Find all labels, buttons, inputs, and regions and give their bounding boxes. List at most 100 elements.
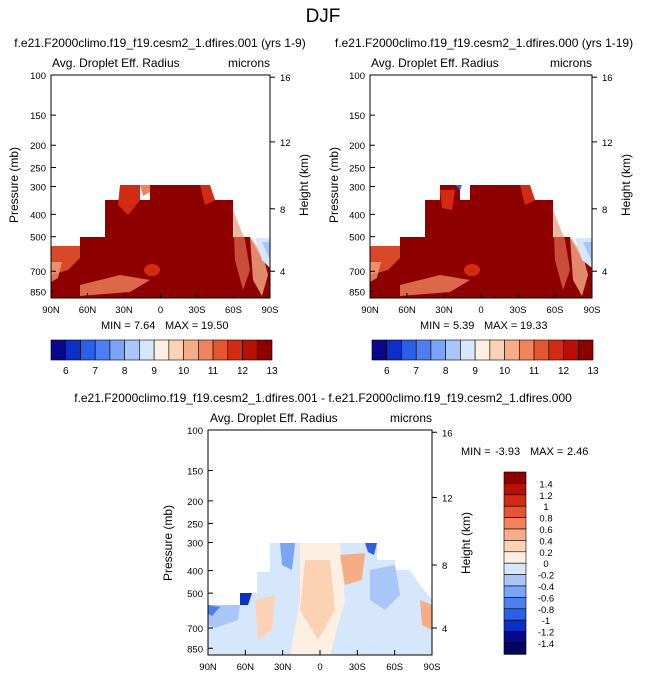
colorbar-swatch — [227, 339, 243, 361]
colorbar-swatch — [489, 339, 505, 361]
run-label-2: f.e21.F2000climo.f19_f19.cesm2_1.dfires.… — [335, 36, 633, 50]
colorbar-swatch — [50, 339, 67, 361]
units-label-1: microns — [228, 56, 270, 70]
colorbar-swatch — [109, 339, 125, 361]
height-tick-label: 4 — [602, 267, 607, 278]
y-tick-label: 500 — [187, 589, 203, 600]
ylabel-right-1: Height (km) — [297, 154, 311, 216]
y-tick-label: 250 — [187, 519, 203, 530]
colorbar-swatch — [183, 339, 199, 361]
y-tick-label: 100 — [187, 426, 203, 437]
colorbar-swatch — [445, 339, 461, 361]
field-cool-3b — [370, 565, 400, 610]
colorbar-label: 11 — [529, 366, 540, 377]
colorbar-label: 9 — [472, 366, 478, 377]
plot-title-3: Avg. Droplet Eff. Radius — [210, 411, 338, 425]
x-tick-label: 0 — [158, 305, 163, 316]
field-spot-2 — [464, 264, 480, 276]
colorbar-swatch — [577, 339, 594, 361]
y-tick-label: 400 — [349, 210, 365, 221]
field-shade-2i — [440, 190, 455, 210]
height-tick-label: 16 — [280, 73, 291, 84]
colorbar-swatch — [503, 505, 527, 518]
plot-title-2: Avg. Droplet Eff. Radius — [371, 56, 499, 70]
field-shade-2e — [570, 237, 588, 296]
y-tick-label: 700 — [30, 267, 46, 278]
height-tick-label: 12 — [280, 138, 291, 149]
x-tick-label: 30S — [510, 305, 527, 316]
field-warm-3d — [255, 595, 275, 640]
height-tick-label: 4 — [280, 267, 285, 278]
colorbar-label: 7 — [92, 366, 98, 377]
ylabel-right-2: Height (km) — [619, 154, 633, 216]
colorbar-swatch — [65, 339, 81, 361]
y-tick-label: 400 — [187, 567, 203, 578]
x-tick-label: 30N — [115, 305, 133, 316]
field-shade-2h — [455, 185, 462, 190]
colorbar-label: 12 — [237, 366, 249, 377]
colorbar-swatch — [503, 471, 527, 484]
x-tick-label: 90S — [262, 305, 279, 316]
colorbar-swatch — [242, 339, 258, 361]
y-tick-label: 300 — [30, 183, 46, 194]
colorbar-swatch — [415, 339, 432, 361]
colorbar-label: 6 — [63, 366, 69, 377]
min-label-3: MIN = — [461, 446, 491, 458]
colorbar-label: 11 — [208, 366, 219, 377]
y-tick-label: 700 — [187, 624, 203, 635]
colorbar-label: 1 — [543, 502, 548, 513]
y-tick-label: 150 — [349, 111, 365, 122]
height-tick-label: 12 — [602, 138, 613, 149]
colorbar-swatch — [430, 339, 446, 361]
x-tick-label: 0 — [478, 305, 483, 316]
ylabel-3: Pressure (mb) — [161, 505, 175, 581]
field-cool-3c — [280, 543, 295, 570]
colorbar-label: -0.8 — [538, 605, 554, 616]
y-tick-label: 250 — [349, 164, 365, 175]
min-max-3: MIN = -3.93 MAX = 2.46 — [461, 446, 588, 458]
field-spot-1 — [144, 264, 160, 276]
colorbar-swatch — [371, 339, 388, 361]
x-tick-label: 30N — [435, 305, 453, 316]
x-tick-label: 90S — [424, 662, 441, 673]
field-cool-3e — [365, 543, 377, 555]
field-region-2 — [370, 185, 592, 298]
colorbar-top-right: 6 7 8 9 10 11 12 13 — [371, 339, 599, 377]
max-label-2: MAX = — [484, 320, 517, 332]
height-tick-label: 8 — [442, 561, 447, 572]
x-tick-label: 90N — [42, 305, 60, 316]
colorbar-label: 0 — [543, 559, 548, 570]
x-tick-label: 60N — [79, 305, 97, 316]
colorbar-swatch — [503, 619, 527, 632]
colorbar-swatch — [503, 494, 527, 507]
max-label-1: MAX = — [165, 320, 198, 332]
y-tick-label: 850 — [187, 644, 203, 655]
field-shade-1b — [51, 262, 62, 282]
colorbar-label: 0.2 — [539, 548, 552, 559]
y-tick-label: 400 — [30, 210, 46, 221]
height-tick-label: 16 — [602, 73, 613, 84]
x-tick-label: 90N — [199, 662, 217, 673]
axes-layer: 90N 60N 30N 0 30S 60S 90S100150200250300400500… — [30, 71, 612, 673]
max-value-1: 19.50 — [201, 320, 229, 332]
y-tick-label: 500 — [30, 233, 46, 244]
y-tick-label: 700 — [349, 267, 365, 278]
colorbar-swatch — [503, 483, 527, 496]
colorbar-swatch — [212, 339, 229, 361]
field-shade-1i — [140, 185, 150, 196]
colorbar-swatch — [474, 339, 491, 361]
colorbar-swatch — [503, 608, 527, 621]
x-tick-label: 0 — [317, 662, 322, 673]
page-title: DJF — [306, 6, 341, 27]
min-max-2: MIN = 5.39 MAX = 19.33 — [420, 320, 548, 332]
run-label-3: f.e21.F2000climo.f19_f19.cesm2_1.dfires.… — [74, 391, 572, 405]
colorbar-swatch — [94, 339, 111, 361]
colorbar-swatch — [503, 562, 527, 575]
colorbar-label: 9 — [151, 366, 157, 377]
x-tick-label: 30N — [274, 662, 292, 673]
field-shade-1e — [250, 237, 268, 296]
colorbar-swatch — [503, 585, 527, 598]
y-tick-label: 150 — [30, 111, 46, 122]
colorbar-swatch — [503, 551, 527, 564]
colorbar-label: 1.4 — [539, 479, 552, 490]
